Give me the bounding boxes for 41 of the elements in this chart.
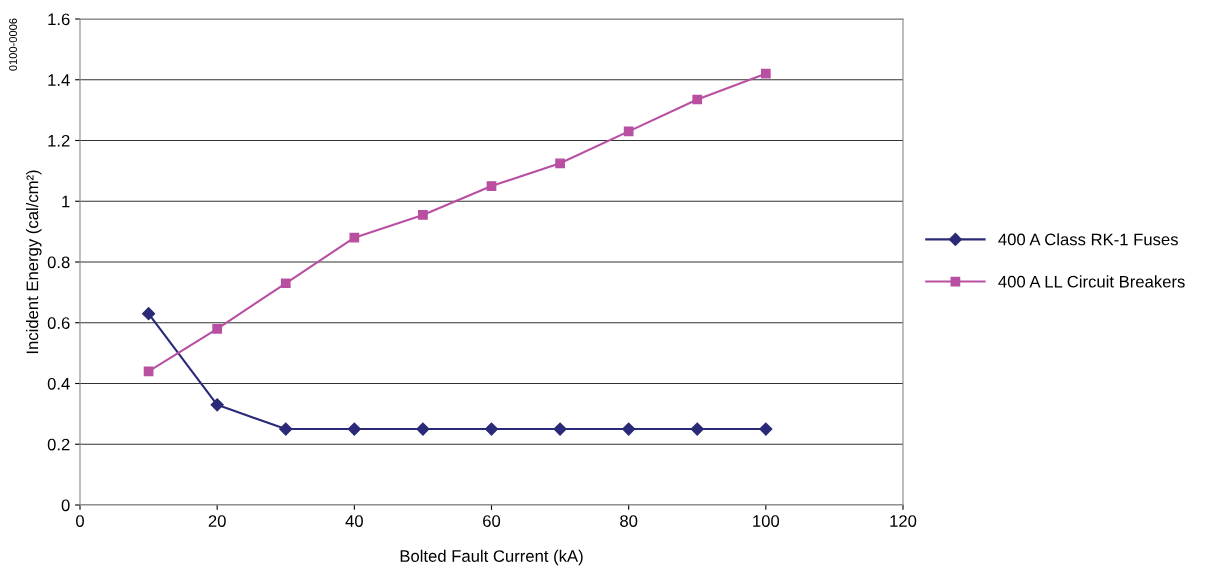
x-axis-title: Bolted Fault Current (kA): [400, 549, 583, 566]
point: [484, 422, 499, 436]
point: [622, 422, 636, 436]
point: [349, 232, 360, 243]
x-tick-label: 100: [753, 515, 780, 527]
x-tick-label: 0: [76, 515, 84, 527]
y-tick-label: 0: [61, 499, 70, 512]
legend-label: 400 A LL Circuit Breakers: [998, 275, 1185, 288]
x-tick-label: 60: [483, 515, 501, 527]
point: [212, 323, 223, 334]
point: [418, 210, 428, 220]
point: [759, 422, 773, 436]
point: [347, 422, 361, 436]
y-tick-label: 1.4: [48, 74, 70, 86]
point: [210, 398, 224, 412]
point: [555, 158, 565, 169]
y-tick-label: 1.2: [48, 134, 70, 147]
point: [143, 366, 154, 377]
x-tick-label: 40: [345, 515, 363, 527]
point: [553, 422, 567, 436]
text: 0100-0006: [9, 18, 17, 71]
point: [279, 422, 293, 436]
point: [760, 68, 771, 79]
y-tick-label: 0.2: [47, 438, 70, 451]
y-tick-label: 0.6: [47, 317, 70, 329]
point: [486, 181, 497, 191]
y-tick-label: 0.8: [47, 256, 70, 269]
point: [692, 94, 703, 105]
y-tick-label: 0.4: [47, 377, 70, 390]
y-tick-label: 1: [62, 195, 70, 208]
point: [141, 307, 156, 321]
point: [280, 278, 291, 289]
x-tick-label: 80: [620, 515, 638, 527]
point: [623, 126, 634, 137]
x-tick-label: 20: [208, 515, 226, 527]
point: [416, 422, 430, 436]
y-tick-label: 1.6: [48, 13, 70, 26]
legend-label: 400 A Class RK-1 Fuses: [998, 233, 1178, 246]
x-tick-label: 120: [890, 515, 917, 527]
point: [690, 422, 704, 436]
y-axis-title: Incident Energy (cal/cm²): [26, 170, 42, 354]
